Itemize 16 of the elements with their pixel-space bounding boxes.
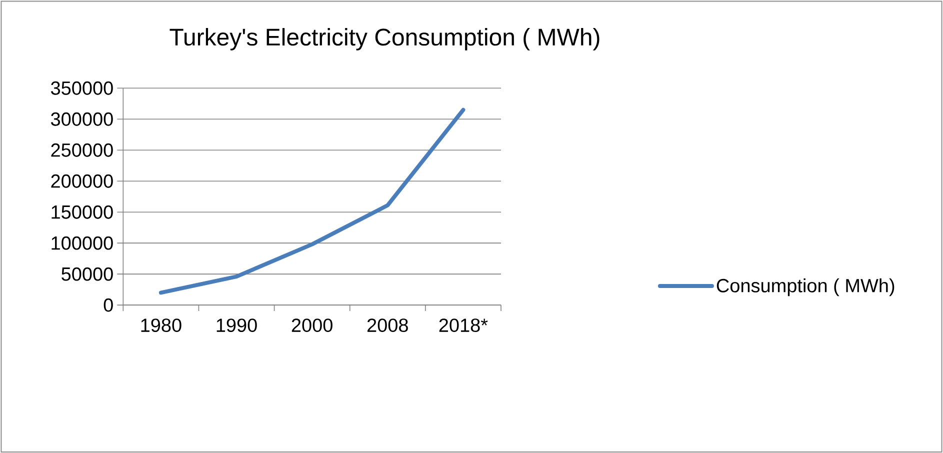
x-tick-label: 2018*	[439, 318, 488, 332]
y-tick-label: 50000	[62, 267, 113, 281]
y-tick-label: 150000	[52, 205, 113, 219]
x-tick-label: 2000	[292, 318, 332, 332]
y-tick-label: 300000	[50, 112, 113, 126]
y-tick-label: 0	[104, 298, 113, 312]
x-tick-label: 2008	[367, 318, 408, 332]
y-tick-label: 250000	[51, 143, 113, 157]
x-tick-label: 1980	[141, 318, 182, 332]
line-series	[158, 108, 466, 295]
chart-title: Turkey's Electricity Consumption ( MWh)	[170, 28, 600, 50]
legend-label: Consumption ( MWh)	[716, 278, 894, 296]
y-tick-label: 100000	[52, 236, 113, 250]
x-tick-label: 1990	[216, 318, 257, 332]
y-tick-label: 200000	[51, 174, 113, 188]
y-tick-label: 350000	[50, 81, 113, 95]
